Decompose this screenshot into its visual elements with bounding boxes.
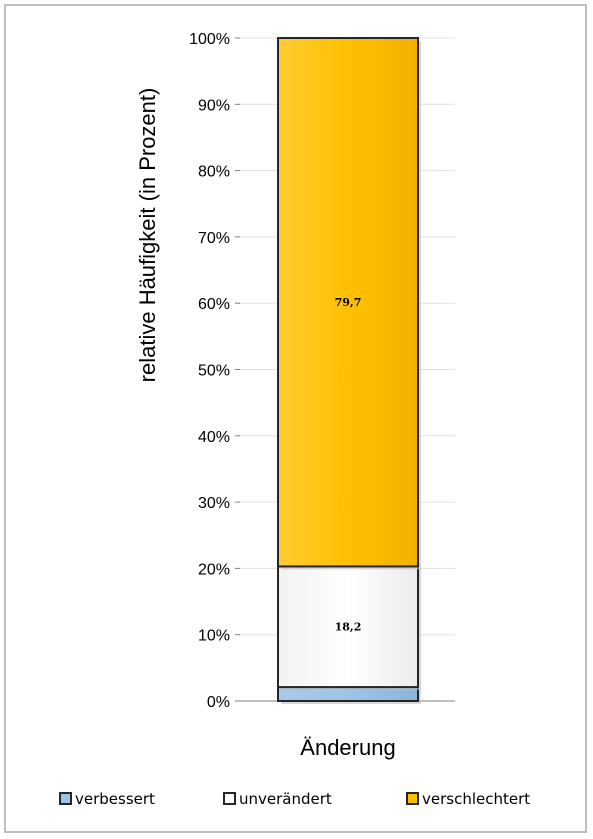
- y-tick-label: 90%: [198, 97, 230, 114]
- legend-swatch: [59, 792, 72, 805]
- y-axis-label: relative Häufigkeit (in Prozent): [135, 88, 160, 383]
- y-tick-label: 70%: [198, 230, 230, 247]
- data-labels: 18,2 79,7: [335, 296, 362, 634]
- y-tick-label: 10%: [198, 628, 230, 645]
- y-tick-label: 60%: [198, 296, 230, 313]
- bar-segment-verschlechtert: [277, 37, 419, 568]
- y-axis-ticks: 0% 10% 20% 30% 40% 50% 60% 70% 80% 90% 100%: [189, 31, 230, 711]
- y-tick-label: 20%: [198, 561, 230, 578]
- y-tick-label: 80%: [198, 164, 230, 181]
- legend-swatch: [406, 792, 419, 805]
- legend-label: verbessert: [75, 790, 155, 808]
- y-tick-label: 30%: [198, 495, 230, 512]
- data-label: 79,7: [335, 296, 362, 309]
- legend-label: unverändert: [239, 790, 332, 808]
- data-label: 18,2: [335, 621, 362, 634]
- legend-swatch: [223, 792, 236, 805]
- legend-label: verschlechtert: [422, 790, 530, 808]
- y-tick-label: 100%: [189, 31, 230, 48]
- y-tick-label: 0%: [207, 694, 230, 711]
- bar-segments: [277, 37, 421, 704]
- y-tick-label: 50%: [198, 363, 230, 380]
- x-axis-label: Änderung: [300, 735, 395, 760]
- y-tick-label: 40%: [198, 429, 230, 446]
- legend: verbessert unverändert verschlechtert: [59, 790, 530, 808]
